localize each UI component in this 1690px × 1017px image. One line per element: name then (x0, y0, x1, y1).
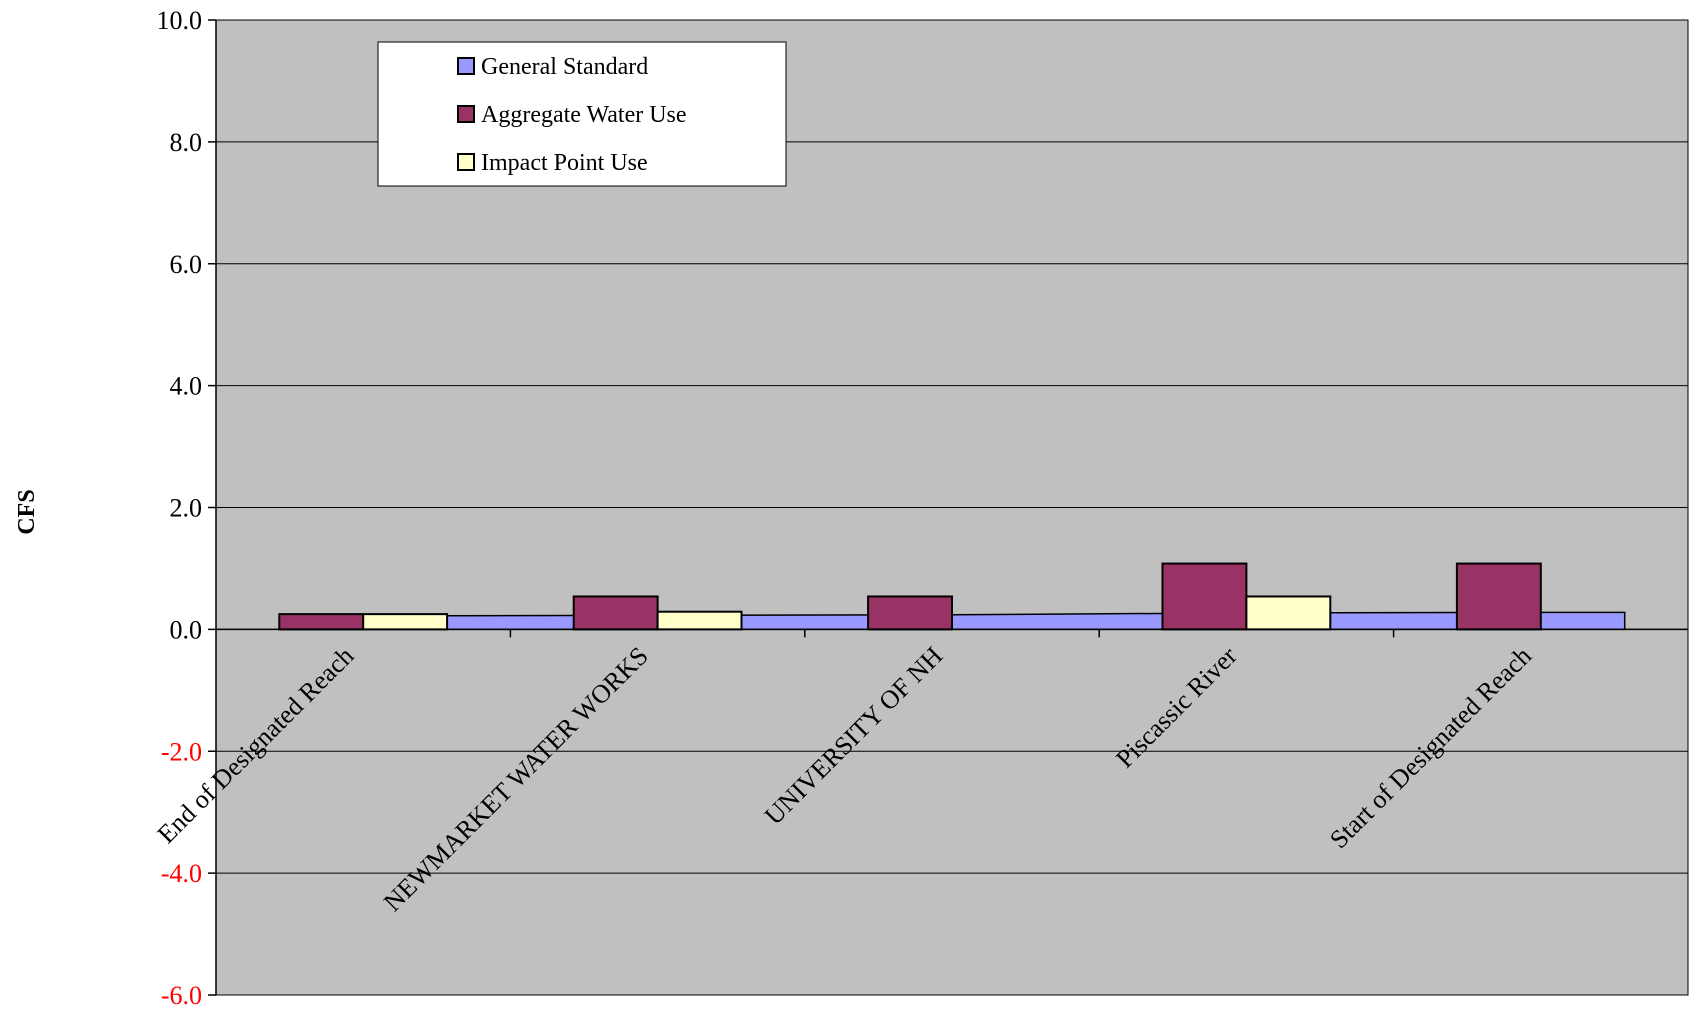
y-tick-label-2: -2.0 (161, 737, 202, 766)
y-tick-label-0: -6.0 (161, 981, 202, 1010)
y-tick-label-8: 10.0 (157, 6, 203, 35)
y-tick-label-5: 4.0 (170, 372, 203, 401)
y-tick-label-7: 8.0 (170, 128, 203, 157)
bar-0-3 (1162, 564, 1246, 630)
legend: General Standard Aggregate Water Use Impac… (378, 42, 786, 186)
bar-1-0 (363, 614, 447, 629)
bar-1-3 (1246, 596, 1330, 629)
y-tick-label-1: -4.0 (161, 859, 202, 888)
y-axis-title: CFS (14, 489, 40, 534)
legend-label-0: General Standard (481, 54, 648, 80)
bar-0-1 (574, 596, 658, 629)
legend-swatch-0 (458, 58, 474, 74)
legend-swatch-2 (458, 154, 474, 170)
bar-0-4 (1457, 564, 1541, 630)
y-tick-label-4: 2.0 (170, 494, 203, 523)
y-tick-label-6: 6.0 (170, 250, 203, 279)
bar-0-2 (868, 596, 952, 629)
legend-swatch-1 (458, 106, 474, 122)
legend-label-1: Aggregate Water Use (481, 102, 687, 128)
legend-label-2: Impact Point Use (481, 150, 648, 176)
bar-0-0 (279, 614, 363, 629)
y-tick-label-3: 0.0 (170, 615, 203, 644)
bar-1-1 (658, 612, 742, 630)
